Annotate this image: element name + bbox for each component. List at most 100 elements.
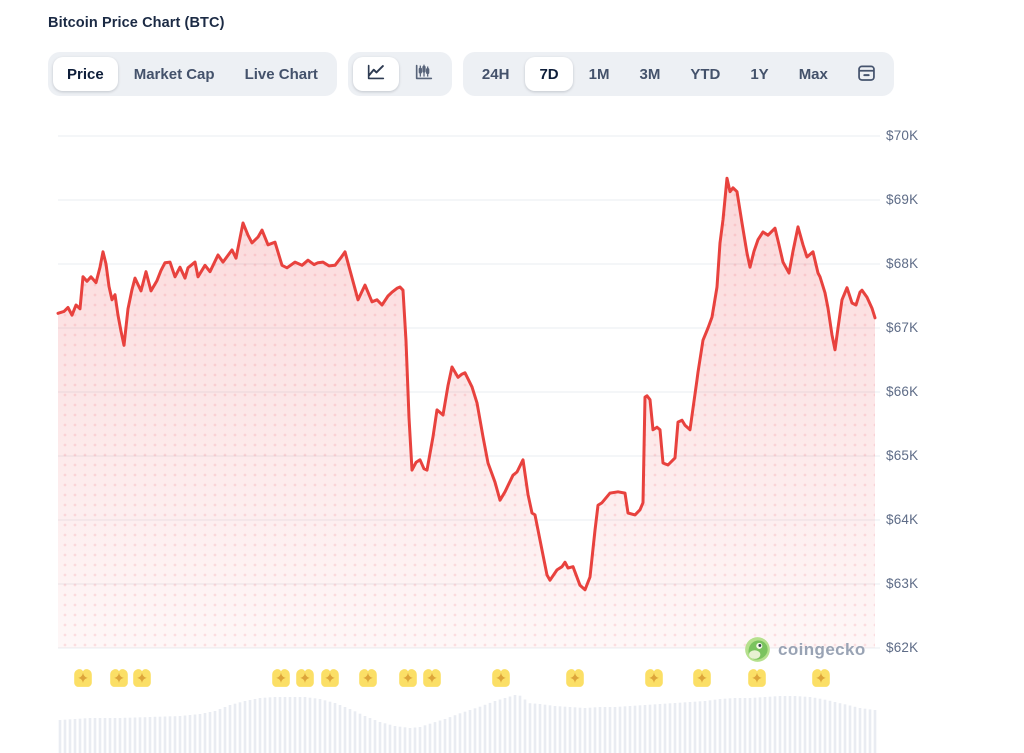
sparkle-badge-icon — [110, 669, 128, 687]
volume-bar — [643, 705, 647, 753]
volume-bar — [658, 704, 662, 753]
volume-bar — [448, 717, 452, 753]
volume-bar — [273, 697, 277, 753]
volume-bar — [793, 696, 797, 753]
volume-bar — [268, 697, 272, 753]
volume-bar — [843, 704, 847, 753]
volume-bar — [433, 722, 437, 753]
volume-bar — [788, 696, 792, 753]
volume-bar — [368, 718, 372, 753]
volume-bar — [573, 707, 577, 753]
volume-bar — [188, 715, 192, 753]
volume-bar — [818, 698, 822, 753]
volume-bar — [68, 719, 72, 753]
volume-bar — [713, 699, 717, 753]
tab-live-chart[interactable]: Live Chart — [231, 57, 332, 91]
volume-bar — [488, 702, 492, 753]
volume-bar — [358, 713, 362, 753]
volume-bar — [738, 698, 742, 753]
sparkle-badge-icon — [423, 669, 441, 687]
volume-bar — [128, 717, 132, 753]
y-axis-label: $69K — [886, 192, 919, 207]
tab-market-cap[interactable]: Market Cap — [120, 57, 229, 91]
y-axis-label: $65K — [886, 448, 919, 463]
volume-bar — [248, 700, 252, 753]
range-ytd-button[interactable]: YTD — [676, 57, 734, 91]
price-line — [56, 176, 877, 592]
volume-bar — [123, 717, 127, 753]
volume-bar — [873, 710, 877, 753]
volume-bar — [533, 703, 537, 753]
range-1y-button[interactable]: 1Y — [736, 57, 782, 91]
volume-bar — [208, 712, 212, 753]
volume-bar — [103, 718, 107, 753]
volume-bar — [223, 707, 227, 753]
volume-bar — [343, 707, 347, 753]
volume-bar — [133, 717, 137, 753]
volume-bar — [148, 717, 152, 753]
range-3m-button[interactable]: 3M — [625, 57, 674, 91]
volume-bar — [568, 707, 572, 753]
volume-bar — [703, 701, 707, 753]
y-axis-label: $67K — [886, 320, 919, 335]
line-chart-type-button[interactable] — [352, 57, 399, 91]
volume-bar — [768, 696, 772, 753]
volume-bar — [93, 718, 97, 753]
range-1m-button[interactable]: 1M — [575, 57, 624, 91]
volume-bar — [403, 727, 407, 753]
volume-bar — [578, 707, 582, 753]
volume-bar — [498, 699, 502, 753]
volume-bar — [163, 716, 167, 753]
volume-bar — [503, 698, 507, 753]
volume-bar — [828, 700, 832, 753]
sparkle-badge-icon — [296, 669, 314, 687]
volume-bar — [618, 706, 622, 753]
volume-bar — [758, 697, 762, 753]
volume-bar — [613, 707, 617, 753]
volume-bar — [598, 707, 602, 753]
volume-bar — [848, 705, 852, 753]
volume-bar — [438, 720, 442, 753]
volume-bar — [468, 710, 472, 753]
volume-bar — [213, 711, 217, 753]
volume-bar — [408, 728, 412, 753]
volume-bar — [513, 695, 517, 753]
price-area-dots — [58, 178, 875, 648]
volume-bar — [293, 697, 297, 753]
volume-bar — [458, 713, 462, 753]
y-axis-label: $66K — [886, 384, 919, 399]
volume-bar — [418, 727, 422, 753]
volume-bar — [763, 697, 767, 753]
volume-bar — [633, 705, 637, 753]
range-24h-button[interactable]: 24H — [468, 57, 524, 91]
y-axis-label: $70K — [886, 128, 919, 143]
y-axis-label: $68K — [886, 256, 919, 271]
volume-bar — [323, 700, 327, 753]
volume-bar — [523, 699, 527, 753]
range-max-button[interactable]: Max — [785, 57, 842, 91]
volume-bar — [853, 706, 857, 753]
volume-bar — [718, 699, 722, 753]
volume-bar — [113, 718, 117, 753]
sparkle-badge-icon — [748, 669, 766, 687]
volume-bar — [228, 705, 232, 753]
volume-bar — [218, 709, 222, 753]
range-7d-button[interactable]: 7D — [525, 57, 573, 91]
volume-bar — [748, 698, 752, 753]
volume-bar — [663, 703, 667, 753]
volume-bar — [88, 718, 92, 753]
tab-price[interactable]: Price — [53, 57, 118, 91]
date-range-picker-button[interactable] — [844, 57, 889, 91]
volume-bar — [308, 697, 312, 753]
volume-bar — [198, 714, 202, 753]
volume-bar — [463, 711, 467, 753]
volume-bar — [118, 718, 122, 753]
volume-bar — [543, 704, 547, 753]
volume-bar — [548, 705, 552, 753]
volume-bar — [623, 706, 627, 753]
candlestick-chart-type-button[interactable] — [401, 57, 447, 91]
volume-bar — [443, 719, 447, 753]
volume-bar — [238, 702, 242, 753]
